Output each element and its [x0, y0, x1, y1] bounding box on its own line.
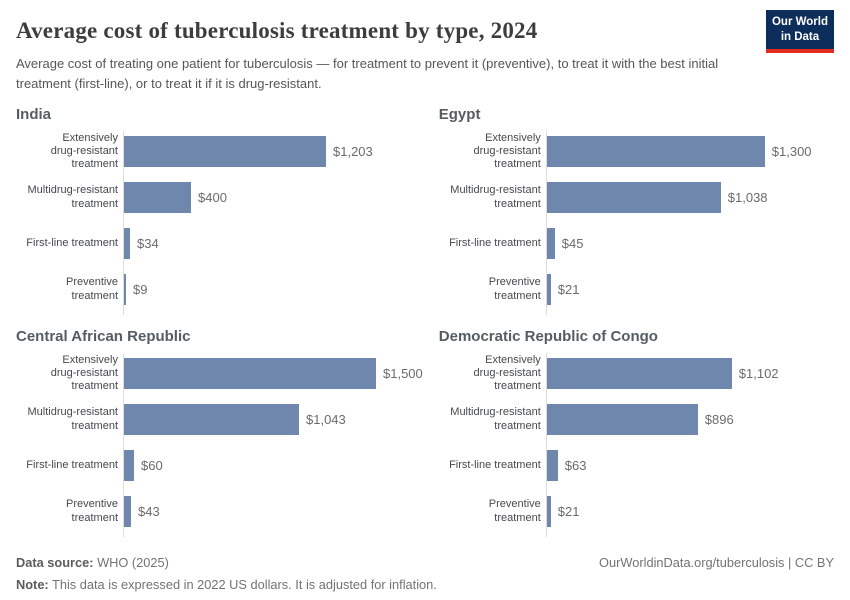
- bar-row: First-line treatment $60: [16, 450, 423, 481]
- category-label: Extensively drug-resistant treatment: [473, 353, 541, 393]
- panel-india: India Extensively drug-resistant treatme…: [16, 106, 423, 315]
- value-label: $63: [564, 458, 587, 473]
- bar-chart-india: Extensively drug-resistant treatment $1,…: [16, 131, 423, 315]
- bar: [546, 228, 555, 259]
- bar-row: Extensively drug-resistant treatment $1,…: [16, 132, 423, 170]
- bar: [546, 136, 765, 167]
- category-label: Preventive treatment: [488, 276, 541, 302]
- panel-title-central-african-republic: Central African Republic: [16, 328, 191, 345]
- bar: [124, 496, 131, 527]
- value-label: $21: [557, 282, 580, 297]
- panel-democratic-republic-of-congo: Democratic Republic of Congo Extensively…: [439, 328, 834, 537]
- category-label: Preventive treatment: [488, 498, 541, 524]
- bar: [124, 182, 191, 213]
- value-label: $1,203: [333, 144, 373, 159]
- value-label: $1,038: [727, 190, 768, 205]
- small-multiples-grid: India Extensively drug-resistant treatme…: [16, 106, 834, 537]
- owid-license-link[interactable]: OurWorldinData.org/tuberculosis | CC BY: [599, 555, 834, 570]
- data-source-line: Data source: WHO (2025): [16, 552, 437, 574]
- note-line: Note: This data is expressed in 2022 US …: [16, 574, 437, 596]
- category-label: Preventive treatment: [66, 498, 118, 524]
- value-label: $896: [704, 412, 734, 427]
- value-label: $21: [557, 504, 580, 519]
- category-label: Extensively drug-resistant treatment: [473, 131, 541, 171]
- panel-title-democratic-republic-of-congo: Democratic Republic of Congo: [438, 328, 658, 345]
- category-label: Multidrug-resistant treatment: [27, 406, 118, 432]
- bar: [546, 450, 558, 481]
- value-label: $1,500: [383, 366, 423, 381]
- bar: [546, 274, 551, 305]
- bar-chart-central-african-republic: Extensively drug-resistant treatment $1,…: [16, 353, 423, 537]
- owid-logo-line1: Our World: [771, 16, 828, 28]
- category-label: Extensively drug-resistant treatment: [50, 353, 118, 393]
- bar: [546, 358, 732, 389]
- category-label: Extensively drug-resistant treatment: [50, 131, 118, 171]
- category-label: Multidrug-resistant treatment: [450, 184, 541, 210]
- value-label: $1,300: [771, 144, 812, 159]
- bar: [546, 496, 551, 527]
- category-label: Multidrug-resistant treatment: [450, 406, 541, 432]
- note-value: This data is expressed in 2022 US dollar…: [52, 577, 437, 593]
- owid-logo-line2: in Data: [780, 30, 820, 43]
- panel-title-india: India: [16, 106, 52, 123]
- chart-footer: Data source: WHO (2025) Note: This data …: [16, 552, 834, 597]
- y-axis-line: [123, 353, 124, 537]
- bar-row: Multidrug-resistant treatment $400: [16, 182, 423, 213]
- bar-chart-democratic-republic-of-congo: Extensively drug-resistant treatment $1,…: [439, 353, 834, 537]
- bar: [124, 228, 130, 259]
- note-label: Note:: [16, 577, 49, 593]
- panel-title-egypt: Egypt: [438, 106, 481, 123]
- value-label: $34: [137, 236, 159, 251]
- value-label: $9: [133, 282, 148, 297]
- y-axis-line: [545, 131, 547, 315]
- footer-notes: Data source: WHO (2025) Note: This data …: [16, 552, 437, 597]
- bar-row: Preventive treatment $43: [16, 496, 423, 527]
- value-label: $43: [138, 504, 160, 519]
- bar-chart-egypt: Extensively drug-resistant treatment $1,…: [439, 131, 834, 315]
- bar-row: First-line treatment $34: [16, 228, 423, 259]
- bar-row: Preventive treatment $9: [16, 274, 423, 305]
- data-source-label: Data source:: [16, 555, 94, 570]
- bar-row: Preventive treatment $21: [439, 496, 834, 527]
- bar-row: Extensively drug-resistant treatment $1,…: [16, 354, 423, 392]
- category-label: First-line treatment: [449, 236, 541, 249]
- bar: [124, 136, 326, 167]
- bar-row: Multidrug-resistant treatment $1,043: [16, 404, 423, 435]
- bar: [124, 274, 126, 305]
- bar: [546, 182, 721, 213]
- bar-row: First-line treatment $63: [439, 450, 834, 481]
- panel-egypt: Egypt Extensively drug-resistant treatme…: [439, 106, 834, 315]
- owid-logo[interactable]: Our World in Data: [765, 10, 834, 53]
- y-axis-line: [123, 131, 124, 315]
- panel-central-african-republic: Central African Republic Extensively dru…: [16, 328, 423, 537]
- chart-subtitle: Average cost of treating one patient for…: [16, 56, 719, 91]
- bar-row: Extensively drug-resistant treatment $1,…: [439, 132, 834, 170]
- page-title: Average cost of tuberculosis treatment b…: [16, 18, 538, 43]
- bar-row: Extensively drug-resistant treatment $1,…: [439, 354, 834, 392]
- bar-row: First-line treatment $45: [439, 228, 834, 259]
- category-label: First-line treatment: [26, 236, 118, 249]
- data-source-value: WHO (2025): [97, 555, 169, 570]
- bar-row: Preventive treatment $21: [439, 274, 834, 305]
- category-label: Preventive treatment: [66, 276, 118, 302]
- bar: [124, 404, 299, 435]
- value-label: $1,102: [738, 366, 779, 381]
- value-label: $400: [198, 190, 227, 205]
- category-label: First-line treatment: [26, 458, 118, 471]
- y-axis-line: [545, 353, 547, 537]
- category-label: First-line treatment: [449, 458, 541, 471]
- bar-row: Multidrug-resistant treatment $896: [439, 404, 834, 435]
- value-label: $45: [561, 236, 584, 251]
- bar: [124, 450, 134, 481]
- bar: [124, 358, 376, 389]
- bar-row: Multidrug-resistant treatment $1,038: [439, 182, 834, 213]
- bar: [546, 404, 698, 435]
- value-label: $60: [141, 458, 163, 473]
- value-label: $1,043: [306, 412, 346, 427]
- category-label: Multidrug-resistant treatment: [27, 184, 118, 210]
